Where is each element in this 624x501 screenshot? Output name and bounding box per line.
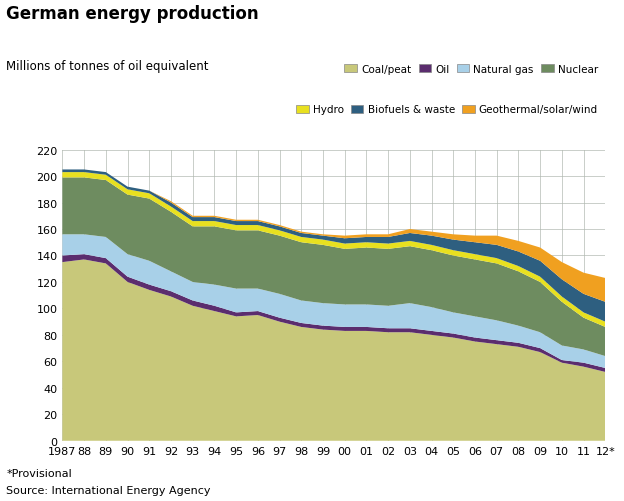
Text: Source: International Energy Agency: Source: International Energy Agency bbox=[6, 485, 211, 495]
Text: *Provisional: *Provisional bbox=[6, 468, 72, 478]
Legend: Hydro, Biofuels & waste, Geothermal/solar/wind: Hydro, Biofuels & waste, Geothermal/sola… bbox=[294, 103, 600, 117]
Text: German energy production: German energy production bbox=[6, 5, 259, 23]
Text: Millions of tonnes of oil equivalent: Millions of tonnes of oil equivalent bbox=[6, 60, 209, 73]
